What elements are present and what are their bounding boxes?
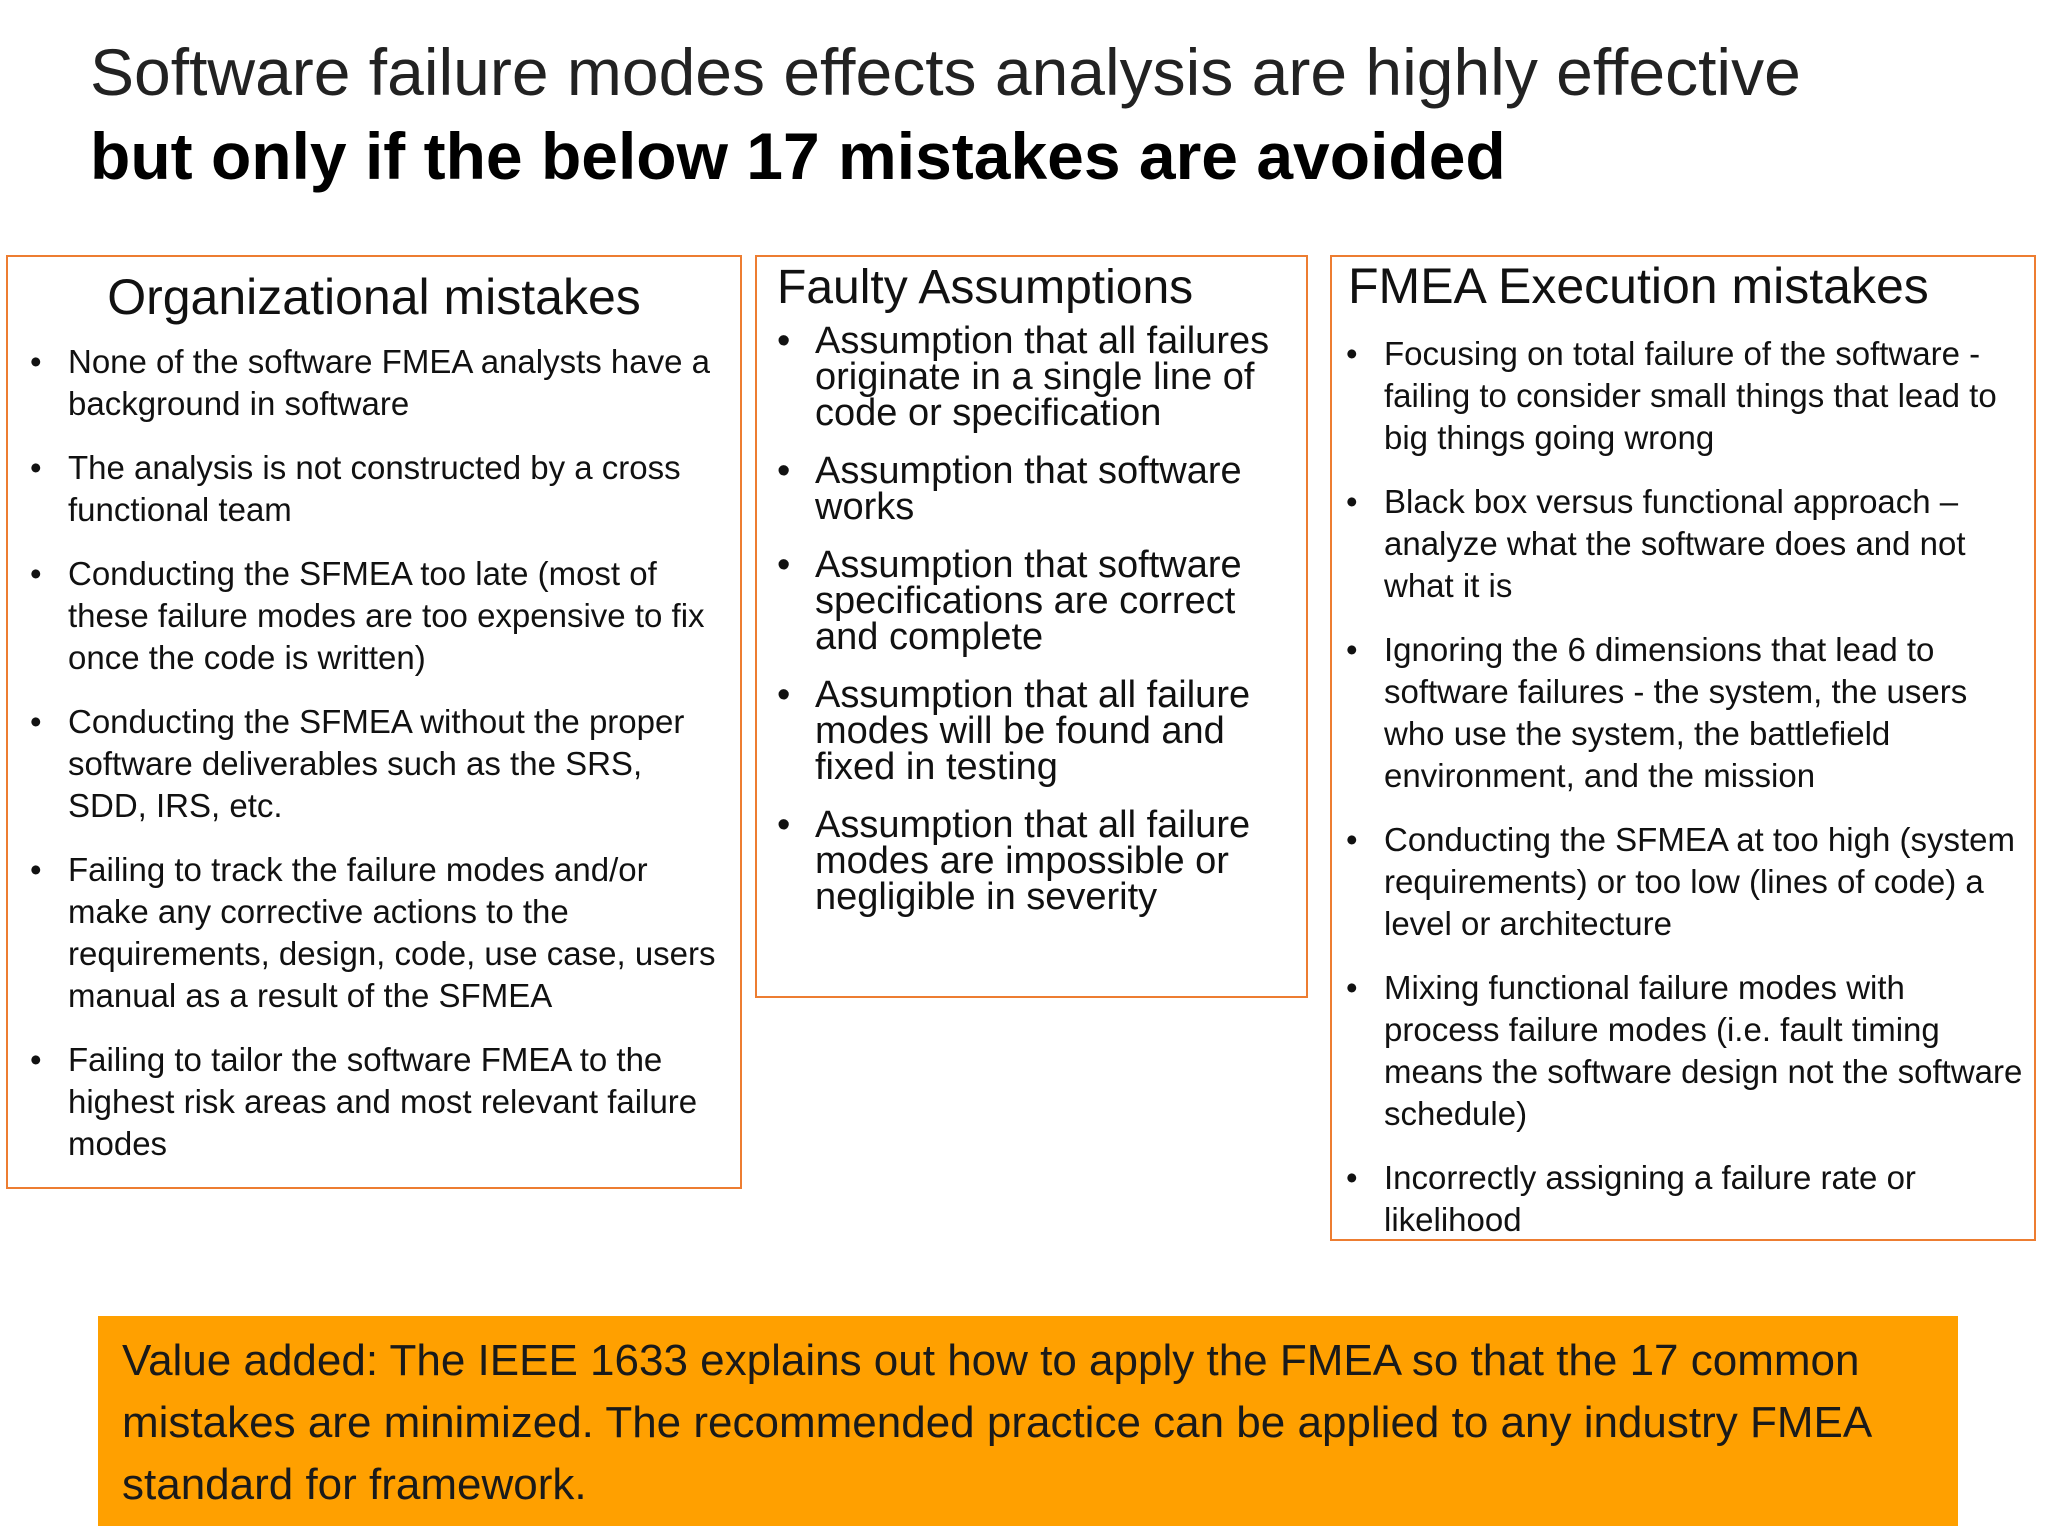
list-item-text: The analysis is not constructed by a cro… xyxy=(68,449,681,528)
fmea-execution-mistakes-heading: FMEA Execution mistakes xyxy=(1348,258,1929,314)
value-added-text: Value added: The IEEE 1633 explains out … xyxy=(122,1336,1870,1509)
list-item-text: Conducting the SFMEA at too high (system… xyxy=(1384,821,2015,942)
list-item-text: Assumption that all failure modes are im… xyxy=(815,804,1251,918)
bullet-icon: • xyxy=(30,343,42,380)
list-item-text: Failing to tailor the software FMEA to t… xyxy=(68,1041,698,1162)
list-item: • Black box versus functional approach – … xyxy=(1346,481,2026,607)
list-item-text: None of the software FMEA analysts have … xyxy=(68,343,711,422)
list-item: • Assumption that all failure modes are i… xyxy=(777,804,1296,918)
list-item-text: Assumption that all failure modes will b… xyxy=(815,674,1251,788)
list-item: • Assumption that all failures originate … xyxy=(777,320,1296,434)
bullet-icon: • xyxy=(30,555,42,592)
bullet-icon: • xyxy=(30,449,42,486)
bullet-icon: • xyxy=(30,851,42,888)
list-item-text: Incorrectly assigning a failure rate or … xyxy=(1384,1159,1916,1238)
list-item: • Conducting the SFMEA without the proper… xyxy=(30,701,726,827)
list-item: • Conducting the SFMEA at too high (syste… xyxy=(1346,819,2026,945)
organizational-mistakes-heading: Organizational mistakes xyxy=(107,269,641,325)
list-item: • Incorrectly assigning a failure rate or… xyxy=(1346,1157,2026,1239)
faulty-assumptions-box: Faulty Assumptions • Assumption that all … xyxy=(755,255,1308,998)
faulty-assumptions-heading: Faulty Assumptions xyxy=(777,261,1194,314)
list-item-text: Conducting the SFMEA too late (most of t… xyxy=(68,555,705,676)
organizational-mistakes-list: • None of the software FMEA analysts have… xyxy=(8,327,740,1165)
fmea-execution-mistakes-list: • Focusing on total failure of the softwa… xyxy=(1332,315,2034,1239)
bullet-icon: • xyxy=(777,804,791,846)
bullet-icon: • xyxy=(1346,483,1358,520)
list-item-text: Mixing functional failure modes with pro… xyxy=(1384,969,2023,1132)
fmea-execution-mistakes-box: FMEA Execution mistakes • Focusing on tot… xyxy=(1330,255,2036,1241)
bullet-icon: • xyxy=(1346,969,1358,1006)
list-item: • Conducting the SFMEA too late (most of … xyxy=(30,553,726,679)
list-item: • Assumption that software specifications… xyxy=(777,544,1296,658)
list-item-text: Failing to track the failure modes and/o… xyxy=(68,851,716,1014)
bullet-icon: • xyxy=(777,320,791,362)
value-added-banner: Value added: The IEEE 1633 explains out … xyxy=(98,1316,1958,1526)
bullet-icon: • xyxy=(30,1041,42,1078)
list-item: • Assumption that all failure modes will … xyxy=(777,674,1296,788)
list-item: • None of the software FMEA analysts have… xyxy=(30,341,726,425)
list-item-text: Focusing on total failure of the softwar… xyxy=(1384,335,1997,456)
list-item-text: Assumption that software works xyxy=(815,450,1242,528)
list-item: • Assumption that software works xyxy=(777,450,1296,528)
slide-title: Software failure modes effects analysis … xyxy=(90,30,1990,198)
bullet-icon: • xyxy=(1346,335,1358,372)
list-item-text: Assumption that all failures originate i… xyxy=(815,320,1270,434)
bullet-icon: • xyxy=(777,674,791,716)
bullet-icon: • xyxy=(777,450,791,492)
list-item: • Focusing on total failure of the softwa… xyxy=(1346,333,2026,459)
list-item: • The analysis is not constructed by a cr… xyxy=(30,447,726,531)
bullet-icon: • xyxy=(30,703,42,740)
list-item: • Ignoring the 6 dimensions that lead to … xyxy=(1346,629,2026,797)
faulty-assumptions-list: • Assumption that all failures originate … xyxy=(757,317,1306,918)
list-item-text: Conducting the SFMEA without the proper … xyxy=(68,703,685,824)
bullet-icon: • xyxy=(1346,631,1358,668)
list-item: • Failing to track the failure modes and/… xyxy=(30,849,726,1017)
list-item: • Failing to tailor the software FMEA to … xyxy=(30,1039,726,1165)
bullet-icon: • xyxy=(1346,821,1358,858)
list-item-text: Ignoring the 6 dimensions that lead to s… xyxy=(1384,631,1968,794)
bullet-icon: • xyxy=(1346,1159,1358,1196)
bullet-icon: • xyxy=(777,544,791,586)
title-line-1: Software failure modes effects analysis … xyxy=(90,35,1801,109)
list-item-text: Black box versus functional approach – a… xyxy=(1384,483,1966,604)
title-line-2: but only if the below 17 mistakes are av… xyxy=(90,119,1506,193)
list-item: • Mixing functional failure modes with pr… xyxy=(1346,967,2026,1135)
organizational-mistakes-box: Organizational mistakes • None of the sof… xyxy=(6,255,742,1189)
list-item-text: Assumption that software specifications … xyxy=(815,544,1242,658)
